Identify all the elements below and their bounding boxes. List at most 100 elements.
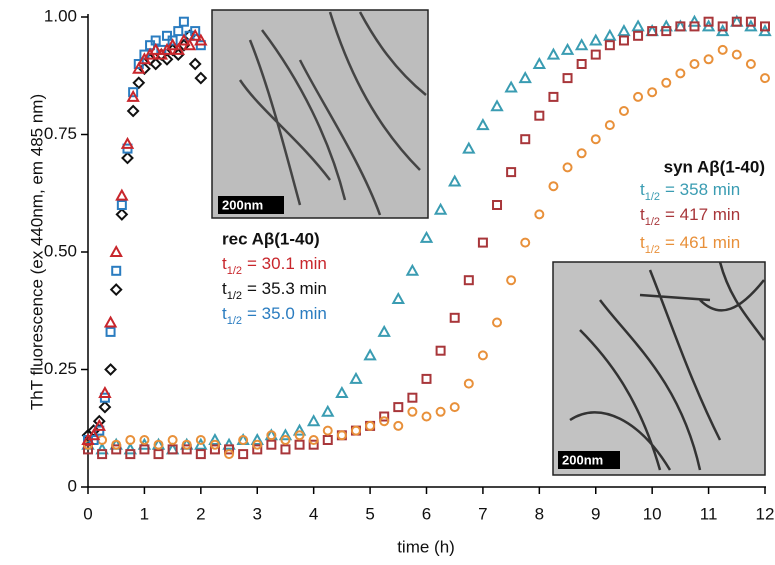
data-point [106, 365, 116, 375]
x-tick-label: 3 [253, 504, 262, 523]
data-point [118, 201, 126, 209]
data-point [351, 374, 361, 383]
y-tick-label: 1.00 [44, 6, 77, 25]
data-point [117, 209, 127, 219]
half-time-value: = 461 min [665, 233, 740, 252]
data-point [592, 51, 600, 59]
half-time-subscript: 1/2 [227, 290, 242, 302]
half-time-value: = 30.1 min [247, 254, 327, 273]
half-time-subscript: 1/2 [227, 315, 242, 327]
data-point [134, 78, 144, 88]
data-point [507, 276, 515, 284]
data-point [174, 27, 182, 35]
data-point [267, 441, 275, 449]
half-time-subscript: 1/2 [645, 191, 660, 203]
data-point [106, 318, 116, 327]
data-point [690, 60, 698, 68]
data-point [111, 247, 121, 256]
half-time: t1/2= 30.1 min [222, 254, 327, 276]
data-point [648, 88, 656, 96]
data-point [549, 182, 557, 190]
data-point [733, 51, 741, 59]
x-tick-label: 4 [309, 504, 318, 523]
data-point [180, 18, 188, 26]
data-point [479, 351, 487, 359]
data-point [365, 350, 375, 359]
data-point [379, 327, 389, 336]
data-point [107, 328, 115, 336]
data-point [196, 73, 206, 83]
data-point [437, 347, 445, 355]
data-point [296, 441, 304, 449]
data-point [190, 59, 200, 69]
y-tick-label: 0 [68, 476, 77, 495]
data-point [548, 50, 558, 59]
data-point [564, 163, 572, 171]
data-point [239, 450, 247, 458]
data-point [324, 427, 332, 435]
data-point [634, 93, 642, 101]
data-point [465, 380, 473, 388]
x-tick-label: 0 [83, 504, 92, 523]
x-tick-label: 1 [140, 504, 149, 523]
data-point [451, 314, 459, 322]
data-point [761, 74, 769, 82]
annotation-title: rec Aβ(1-40) [222, 229, 320, 248]
data-point [493, 201, 501, 209]
data-point [151, 59, 161, 69]
x-tick-label: 12 [756, 504, 775, 523]
data-point [117, 191, 127, 200]
data-point [338, 431, 346, 439]
data-point [128, 106, 138, 116]
data-point [100, 388, 110, 397]
data-point [122, 153, 132, 163]
data-point [479, 239, 487, 247]
data-point [564, 74, 572, 82]
half-time-value: = 358 min [665, 180, 740, 199]
data-point [407, 266, 417, 275]
data-point [493, 319, 501, 327]
data-point [423, 375, 431, 383]
half-time: t1/2= 461 min [640, 233, 740, 255]
data-point [535, 112, 543, 120]
data-point [323, 407, 333, 416]
data-point [633, 21, 643, 30]
half-time-value: = 417 min [665, 205, 740, 224]
data-point [450, 177, 460, 186]
data-point [408, 394, 416, 402]
half-time-value: = 35.3 min [247, 279, 327, 298]
data-point [394, 403, 402, 411]
data-point [620, 37, 628, 45]
data-point [422, 233, 432, 242]
data-point [122, 139, 132, 148]
data-point [366, 422, 374, 430]
annotation-title: syn Aβ(1-40) [664, 157, 765, 176]
half-time-value: = 35.0 min [247, 304, 327, 323]
scale-label: 200nm [222, 197, 263, 212]
y-tick-label: 0.75 [44, 124, 77, 143]
data-point [534, 59, 544, 68]
chart: ThT fluorescence (ex 440nm, em 485 nm) t… [0, 0, 775, 565]
y-tick-label: 0.25 [44, 359, 77, 378]
data-point [111, 285, 121, 295]
x-tick-label: 6 [422, 504, 431, 523]
data-point [423, 413, 431, 421]
data-point [436, 205, 446, 214]
x-tick-label: 7 [478, 504, 487, 523]
data-point [465, 276, 473, 284]
data-point [662, 79, 670, 87]
inset-image: 200nm [553, 262, 765, 475]
data-point [197, 450, 205, 458]
data-point [464, 144, 474, 153]
data-point [507, 168, 515, 176]
data-point [605, 31, 615, 40]
x-axis-label: time (h) [397, 537, 455, 556]
half-time-subscript: 1/2 [645, 244, 660, 256]
data-point [281, 445, 289, 453]
x-tick-label: 9 [591, 504, 600, 523]
data-point [747, 60, 755, 68]
half-time-subscript: 1/2 [227, 265, 242, 277]
data-point [324, 436, 332, 444]
x-tick-label: 11 [700, 504, 718, 523]
x-tick-label: 8 [535, 504, 544, 523]
